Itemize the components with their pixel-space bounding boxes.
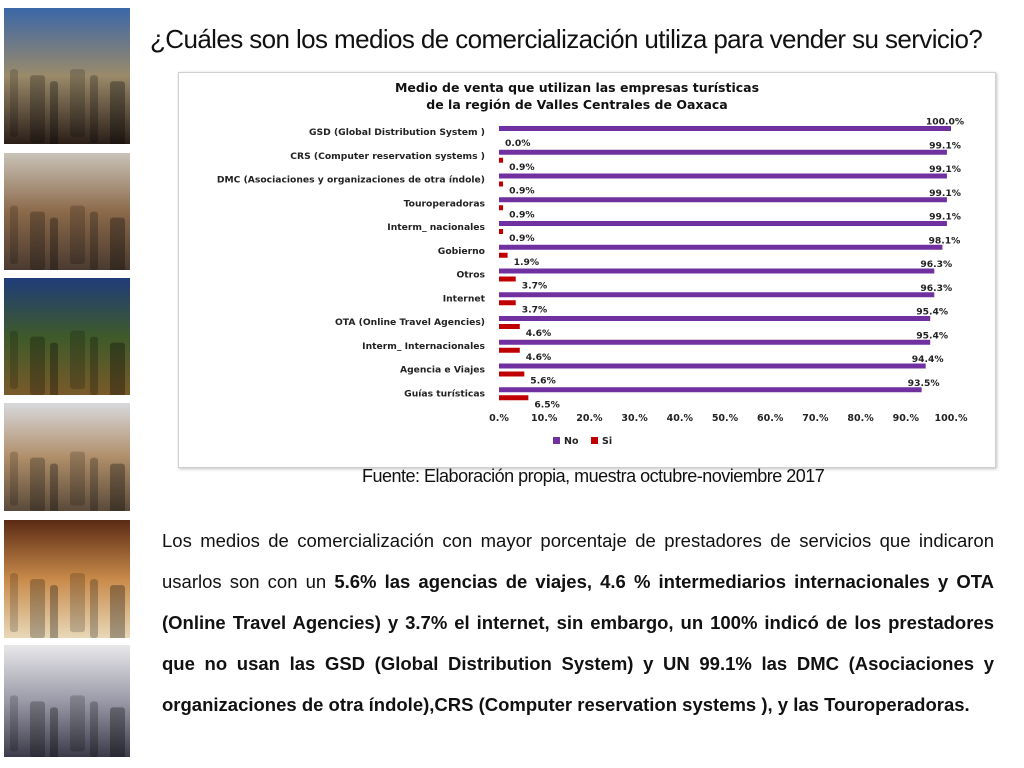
summary-highlight: 5.6% las agencias de viajes, 4.6 % inter…: [162, 571, 995, 715]
category-label: Internet: [443, 293, 486, 304]
category-label: CRS (Computer reservation systems ): [290, 151, 485, 162]
data-label-no: 95.4%: [916, 307, 948, 318]
data-label-si: 3.7%: [522, 304, 547, 315]
x-tick-label: 100.%: [935, 413, 968, 424]
bar-no: [499, 363, 926, 369]
category-label: DMC (Asociaciones y organizaciones de ot…: [217, 175, 485, 186]
category-label: Touroperadoras: [404, 198, 486, 209]
bar-no: [499, 316, 931, 321]
data-label-no: 99.1%: [929, 164, 961, 175]
category-label: Otros: [456, 270, 485, 281]
data-label-si: 4.6%: [526, 328, 551, 339]
data-label-si: 0.9%: [509, 233, 534, 244]
photo-garden-terrace: [4, 278, 130, 395]
data-label-si: 0.0%: [505, 138, 530, 149]
bar-no: [499, 149, 947, 155]
category-label: Agencia e Viajes: [400, 365, 486, 376]
legend-swatch-no: [553, 437, 560, 444]
bar-si: [499, 205, 504, 211]
category-label: Interm_ Internacionales: [362, 341, 485, 352]
data-label-no: 100.0%: [926, 117, 964, 128]
x-tick-label: 10.%: [531, 413, 558, 424]
bar-chart: Medio de venta que utilizan las empresas…: [217, 80, 968, 447]
category-label: Gobierno: [438, 246, 485, 257]
data-label-si: 0.9%: [509, 162, 534, 173]
x-tick-label: 80.%: [847, 413, 874, 424]
bar-si: [499, 347, 520, 353]
x-tick-label: 0.%: [489, 413, 509, 424]
photo-pedestrian-street: [4, 153, 130, 270]
bar-no: [499, 339, 931, 345]
data-label-no: 99.1%: [929, 188, 961, 199]
category-label: Interm_ nacionales: [387, 222, 485, 233]
x-tick-label: 30.%: [621, 413, 648, 424]
bar-si: [499, 395, 529, 401]
bar-no: [499, 221, 947, 226]
data-label-si: 0.9%: [509, 209, 534, 220]
bar-no: [499, 268, 935, 274]
chart-title-line-1: Medio de venta que utilizan las empresas…: [395, 80, 759, 95]
category-label: GSD (Global Distribution System ): [309, 127, 485, 138]
bar-no: [499, 244, 943, 250]
photo-airport-crowd: [4, 645, 130, 757]
x-tick-label: 70.%: [802, 413, 829, 424]
bar-no: [499, 197, 947, 203]
data-label-si: 1.9%: [514, 257, 539, 268]
bar-si: [499, 157, 504, 163]
legend-label-no: No: [564, 436, 579, 447]
photo-tourists-rooftop: [4, 8, 130, 144]
x-tick-label: 20.%: [576, 413, 603, 424]
slide-title: ¿Cuáles son los medios de comercializaci…: [150, 24, 983, 54]
bar-no: [499, 387, 922, 393]
photo-church-plaza: [4, 403, 130, 511]
bar-no: [499, 292, 935, 298]
x-tick-label: 90.%: [893, 413, 920, 424]
data-label-no: 99.1%: [929, 140, 961, 151]
bar-si: [499, 181, 504, 187]
data-label-no: 96.3%: [920, 259, 952, 270]
photo-hotel-room: [4, 520, 130, 638]
bar-si: [499, 252, 508, 258]
x-tick-label: 50.%: [712, 413, 739, 424]
x-tick-label: 40.%: [667, 413, 694, 424]
x-tick-label: 60.%: [757, 413, 784, 424]
data-label-si: 0.9%: [509, 186, 534, 197]
category-label: Guías turísticas: [404, 388, 485, 399]
bar-si: [499, 371, 525, 377]
category-label: OTA (Online Travel Agencies): [335, 317, 485, 328]
summary-paragraph: Los medios de comercialización con mayor…: [162, 520, 994, 725]
chart-title-line-2: de la región de Valles Centrales de Oaxa…: [426, 97, 727, 112]
summary-text: Los medios de comercialización con mayor…: [162, 530, 994, 592]
data-label-no: 95.4%: [916, 330, 948, 341]
bar-no: [499, 126, 951, 131]
source-note: Fuente: Elaboración propia, muestra octu…: [362, 466, 825, 486]
bar-no: [499, 173, 947, 179]
bar-si: [499, 229, 504, 234]
chart-frame: Medio de venta que utilizan las empresas…: [178, 72, 996, 468]
data-label-no: 96.3%: [920, 283, 952, 294]
data-label-no: 94.4%: [912, 354, 944, 365]
legend-label-si: Si: [602, 436, 612, 447]
data-label-no: 98.1%: [928, 235, 960, 246]
legend-swatch-si: [591, 437, 598, 444]
bar-si: [499, 324, 520, 329]
photo-strip: [4, 8, 130, 760]
bar-si: [499, 300, 516, 306]
bar-si: [499, 276, 516, 282]
data-label-si: 5.6%: [530, 376, 555, 387]
data-label-si: 4.6%: [526, 352, 551, 363]
data-label-si: 6.5%: [534, 399, 559, 410]
data-label-no: 93.5%: [908, 378, 940, 389]
data-label-no: 99.1%: [929, 212, 961, 223]
data-label-si: 3.7%: [522, 281, 547, 292]
